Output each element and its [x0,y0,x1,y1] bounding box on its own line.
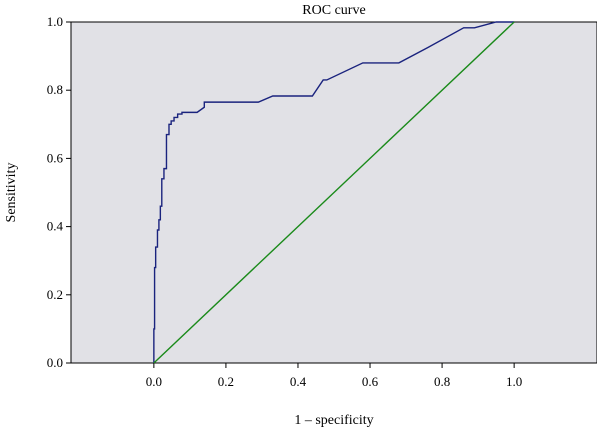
y-tick-label: 1.0 [47,14,63,29]
y-tick-label: 0.6 [47,150,64,165]
x-tick-label: 0.2 [218,374,234,389]
x-tick-label: 0.8 [434,374,450,389]
series-layer [153,21,515,364]
roc-curve-line [153,21,515,363]
x-tick-label: 0.4 [290,374,307,389]
y-tick-label: 0.2 [47,287,63,302]
y-tick-label: 0.0 [47,355,63,370]
x-tick-label: 0.0 [146,374,162,389]
y-tick-label: 0.8 [47,82,63,97]
y-axis-title: Sensitivity [4,163,19,223]
reference-diagonal-line [153,21,515,364]
chart-title: ROC curve [302,3,365,18]
y-tick-label: 0.4 [47,219,64,234]
x-axis: 0.0 0.2 0.4 0.6 0.8 1.0 [146,363,522,389]
x-axis-title: 1 – specificity [294,413,373,428]
x-tick-label: 1.0 [506,374,522,389]
x-tick-label: 0.6 [362,374,379,389]
y-axis: 0.0 0.2 0.4 0.6 0.8 1.0 [47,14,71,370]
